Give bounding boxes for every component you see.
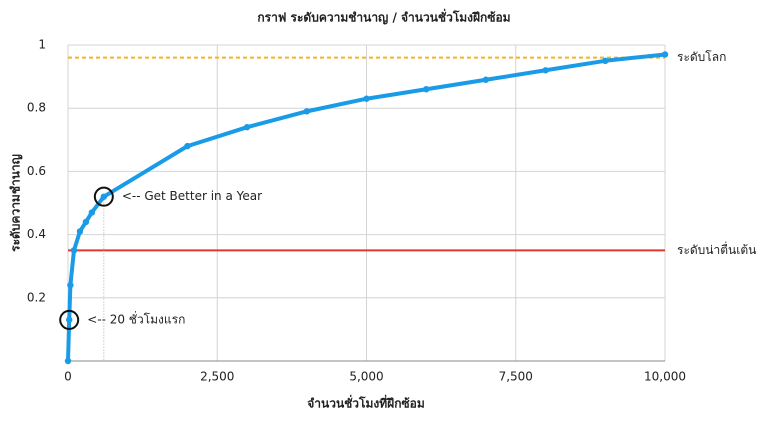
annotation-circle: [93, 186, 114, 207]
x-tick-label: 10,000: [644, 370, 686, 384]
data-point: [82, 218, 90, 226]
y-tick-label: 1: [38, 38, 46, 52]
reference-label: ระดับโลก: [677, 50, 726, 64]
data-point: [482, 76, 490, 83]
data-point: [65, 316, 73, 324]
annotation-circle: [59, 309, 80, 330]
data-point: [602, 57, 609, 64]
annotation-text: <-- 20 ชั่วโมงแรก: [87, 310, 185, 326]
data-point: [88, 209, 96, 216]
data-point: [76, 228, 84, 235]
x-axis-label: จำนวนชั่วโมงที่ฝึกซ้อม: [307, 395, 424, 411]
annotation-text: <-- Get Better in a Year: [122, 189, 262, 203]
y-tick-label: 0.6: [27, 164, 46, 178]
x-tick-label: 5,000: [349, 370, 383, 384]
x-tick-label: 0: [64, 370, 72, 384]
data-point: [70, 247, 78, 254]
x-tick-label: 7,500: [499, 370, 533, 384]
reference-label: ระดับน่าตื่นเต้น: [677, 241, 756, 257]
data-point: [100, 193, 108, 200]
data-point: [67, 281, 74, 289]
chart-title: กราฟ ระดับความชำนาญ / จำนวนชั่วโมงฝึกซ้อ…: [257, 9, 510, 25]
data-point: [243, 123, 251, 131]
y-tick-label: 0.8: [27, 101, 46, 115]
y-tick-label: 0.4: [27, 227, 46, 241]
data-point: [363, 95, 370, 102]
data-point: [64, 357, 72, 365]
data-point: [542, 67, 549, 74]
data-point: [661, 51, 669, 58]
y-axis-label: ระดับความชำนาญ: [9, 154, 23, 252]
x-tick-label: 2,500: [200, 370, 234, 384]
data-point: [184, 142, 191, 150]
y-tick-label: 0.2: [27, 290, 46, 304]
data-point: [423, 86, 430, 93]
data-point: [303, 108, 310, 115]
